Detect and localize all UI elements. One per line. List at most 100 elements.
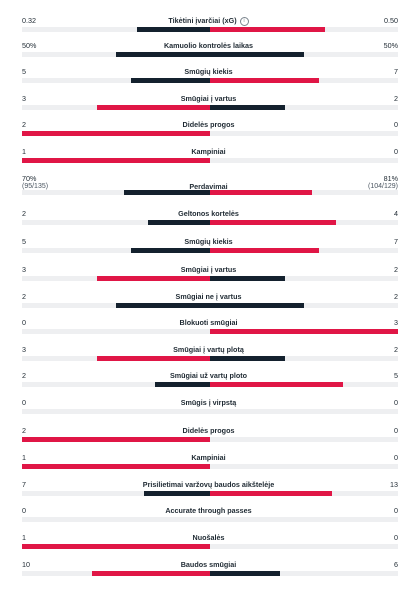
comparison-bar-track <box>22 571 398 576</box>
home-value-text: 2 <box>22 120 26 129</box>
stat-label: Smūgių kiekis <box>0 237 417 246</box>
stat-label-text: Didelės progos <box>182 120 235 129</box>
comparison-bar-track <box>22 544 398 549</box>
home-value: 0 <box>22 398 26 407</box>
comparison-bar-track <box>22 303 398 308</box>
away-value-text: 0 <box>394 533 398 542</box>
home-value: 0 <box>22 318 26 327</box>
home-value-text: 2 <box>22 371 26 380</box>
away-value: 50% <box>384 41 398 50</box>
away-value-text: 7 <box>394 237 398 246</box>
away-bar <box>210 303 304 308</box>
away-value-text: 13 <box>390 480 398 489</box>
stat-label: Blokuoti smūgiai <box>0 318 417 327</box>
stat-label: Smūgis į virpstą <box>0 398 417 407</box>
away-value-text: 0 <box>394 453 398 462</box>
home-value: 2 <box>22 426 26 435</box>
stat-label: Smūgių kiekis <box>0 67 417 76</box>
home-value-text: 2 <box>22 292 26 301</box>
stat-label: Smūgiai į vartus <box>0 265 417 274</box>
comparison-bar-track <box>22 78 398 83</box>
stat-label: Accurate through passes <box>0 506 417 515</box>
home-value: 0.32 <box>22 16 36 25</box>
home-bar <box>97 105 210 110</box>
away-bar <box>210 382 344 387</box>
home-value-text: 5 <box>22 237 26 246</box>
away-value-text: 50% <box>383 41 398 50</box>
stat-label: Tikėtini įvarčiai (xG) i <box>0 16 417 26</box>
away-value-text: 2 <box>394 345 398 354</box>
home-bar <box>155 382 210 387</box>
away-value: 2 <box>394 292 398 301</box>
comparison-bar-track <box>22 517 398 522</box>
stat-label: Kampiniai <box>0 453 417 462</box>
home-bar <box>144 491 210 496</box>
away-value-text: 6 <box>394 560 398 569</box>
stat-label-text: Kampiniai <box>191 147 226 156</box>
away-value: 0 <box>394 398 398 407</box>
home-value-text: 0 <box>22 398 26 407</box>
stat-label-text: Nuošalės <box>192 533 225 542</box>
away-value: 3 <box>394 318 398 327</box>
home-bar <box>97 356 210 361</box>
comparison-bar-track <box>22 382 398 387</box>
stat-label: Geltonos kortelės <box>0 209 417 218</box>
home-bar <box>22 544 210 549</box>
away-bar <box>210 356 286 361</box>
home-value-text: 1 <box>22 533 26 542</box>
stat-label: Smūgiai į vartus <box>0 94 417 103</box>
comparison-bar-track <box>22 464 398 469</box>
home-value: 2 <box>22 120 26 129</box>
stat-label-text: Smūgiai į vartus <box>180 94 237 103</box>
home-value-text: 5 <box>22 67 26 76</box>
away-value-text: 4 <box>394 209 398 218</box>
away-value-text: 81% <box>383 174 398 183</box>
stat-label-text: Smūgiai už vartų ploto <box>169 371 248 380</box>
away-bar <box>210 78 320 83</box>
away-value: 7 <box>394 237 398 246</box>
away-value: 0.50 <box>384 16 398 25</box>
comparison-bar-track <box>22 329 398 334</box>
away-value: 7 <box>394 67 398 76</box>
home-value: 3 <box>22 265 26 274</box>
stat-label: Baudos smūgiai <box>0 560 417 569</box>
home-bar <box>116 52 210 57</box>
home-value: 1 <box>22 453 26 462</box>
info-icon[interactable]: i <box>239 17 249 26</box>
stat-label-text: Prisilietimai varžovų baudos aikštelėje <box>142 480 275 489</box>
home-value-text: 7 <box>22 480 26 489</box>
away-value-text: 2 <box>394 292 398 301</box>
away-value: 0 <box>394 147 398 156</box>
home-value: 2 <box>22 371 26 380</box>
home-value-text: 1 <box>22 147 26 156</box>
away-value: 2 <box>394 345 398 354</box>
stat-label: Prisilietimai varžovų baudos aikštelėje <box>0 480 417 489</box>
home-bar <box>22 158 210 163</box>
away-value: 5 <box>394 371 398 380</box>
stat-label-text: Smūgių kiekis <box>184 237 233 246</box>
stat-label: Perdavimai <box>0 182 417 191</box>
home-value: 5 <box>22 237 26 246</box>
away-bar <box>210 52 304 57</box>
away-value: 81% (104/129) <box>368 174 398 192</box>
stat-label-text: Smūgis į virpstą <box>180 398 237 407</box>
stat-label: Kampiniai <box>0 147 417 156</box>
home-value: 70% (95/135) <box>22 174 48 192</box>
home-bar <box>116 303 210 308</box>
stat-label-text: Kamuolio kontrolės laikas <box>163 41 254 50</box>
home-value-text: 10 <box>22 560 30 569</box>
away-value: 13 <box>390 480 398 489</box>
stat-label: Didelės progos <box>0 426 417 435</box>
away-value-text: 0 <box>394 506 398 515</box>
comparison-bar-track <box>22 356 398 361</box>
away-bar <box>210 248 320 253</box>
home-value: 5 <box>22 67 26 76</box>
comparison-bar-track <box>22 52 398 57</box>
stat-label-text: Tikėtini įvarčiai (xG) <box>168 16 237 25</box>
stat-label-text: Kampiniai <box>191 453 226 462</box>
home-value: 3 <box>22 94 26 103</box>
home-value: 7 <box>22 480 26 489</box>
away-value: 6 <box>394 560 398 569</box>
home-value-text: 0.32 <box>22 16 36 25</box>
away-value: 2 <box>394 265 398 274</box>
